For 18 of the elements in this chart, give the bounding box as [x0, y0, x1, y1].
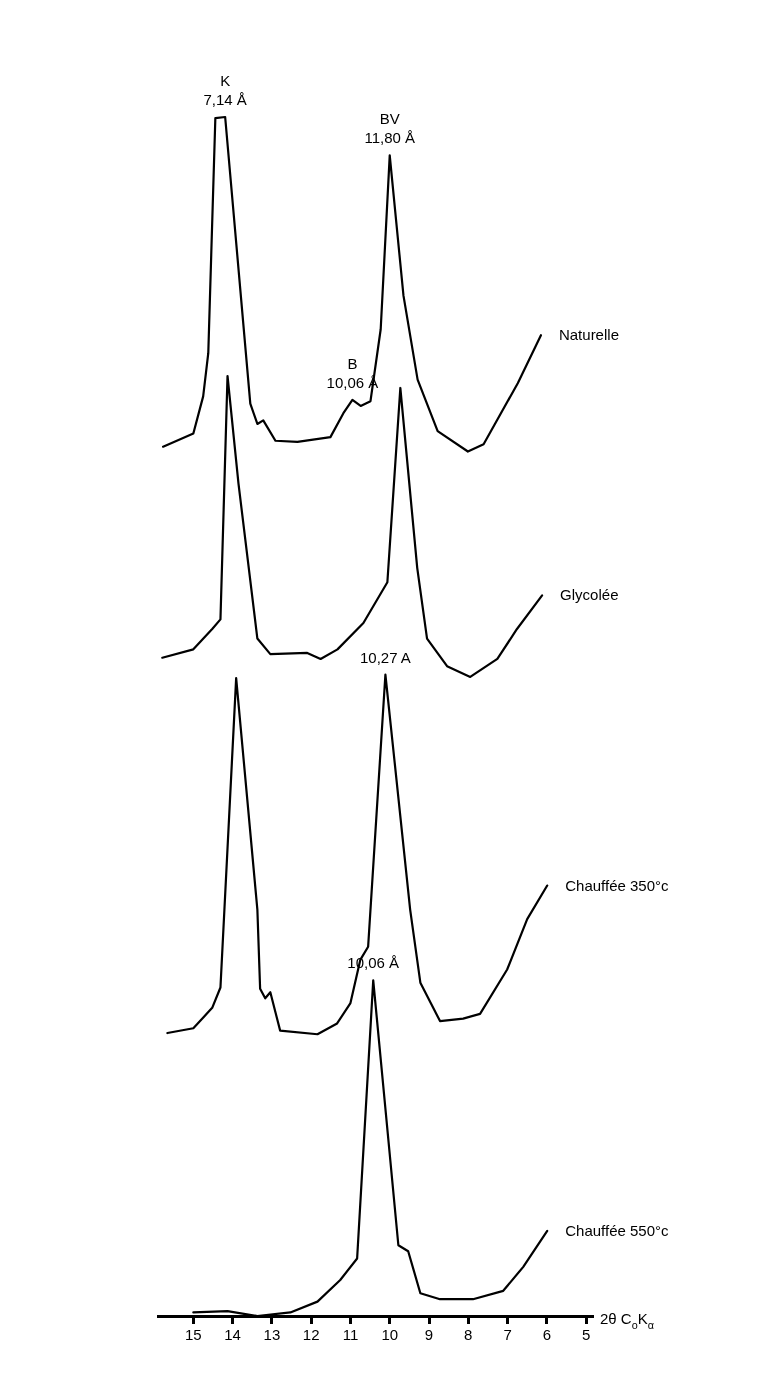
x-tick-label: 9	[424, 1326, 434, 1344]
series-label: Glycolée	[560, 586, 619, 604]
annotation: BV 11,80 Å	[364, 110, 416, 147]
series-label: Chauffée 550°c	[565, 1221, 670, 1239]
series-label: Naturelle	[558, 326, 619, 344]
x-tick-label: 5	[581, 1326, 591, 1344]
x-tick-label: 14	[224, 1326, 241, 1344]
x-tick-label: 11	[342, 1326, 359, 1344]
annotation: K 7,14 Å	[203, 72, 247, 108]
x-tick-label: 10	[381, 1326, 399, 1344]
x-tick-label: 8	[464, 1326, 473, 1344]
x-tick-label: 13	[263, 1326, 281, 1344]
x-tick-label: 7	[503, 1326, 512, 1344]
series-label: Chauffée 350°c	[565, 876, 670, 894]
x-tick-label: 6	[542, 1326, 551, 1344]
x-tick-label: 12	[302, 1326, 320, 1344]
annotation: 10,27 A	[359, 648, 411, 666]
x-tick-label: 15	[185, 1326, 202, 1344]
